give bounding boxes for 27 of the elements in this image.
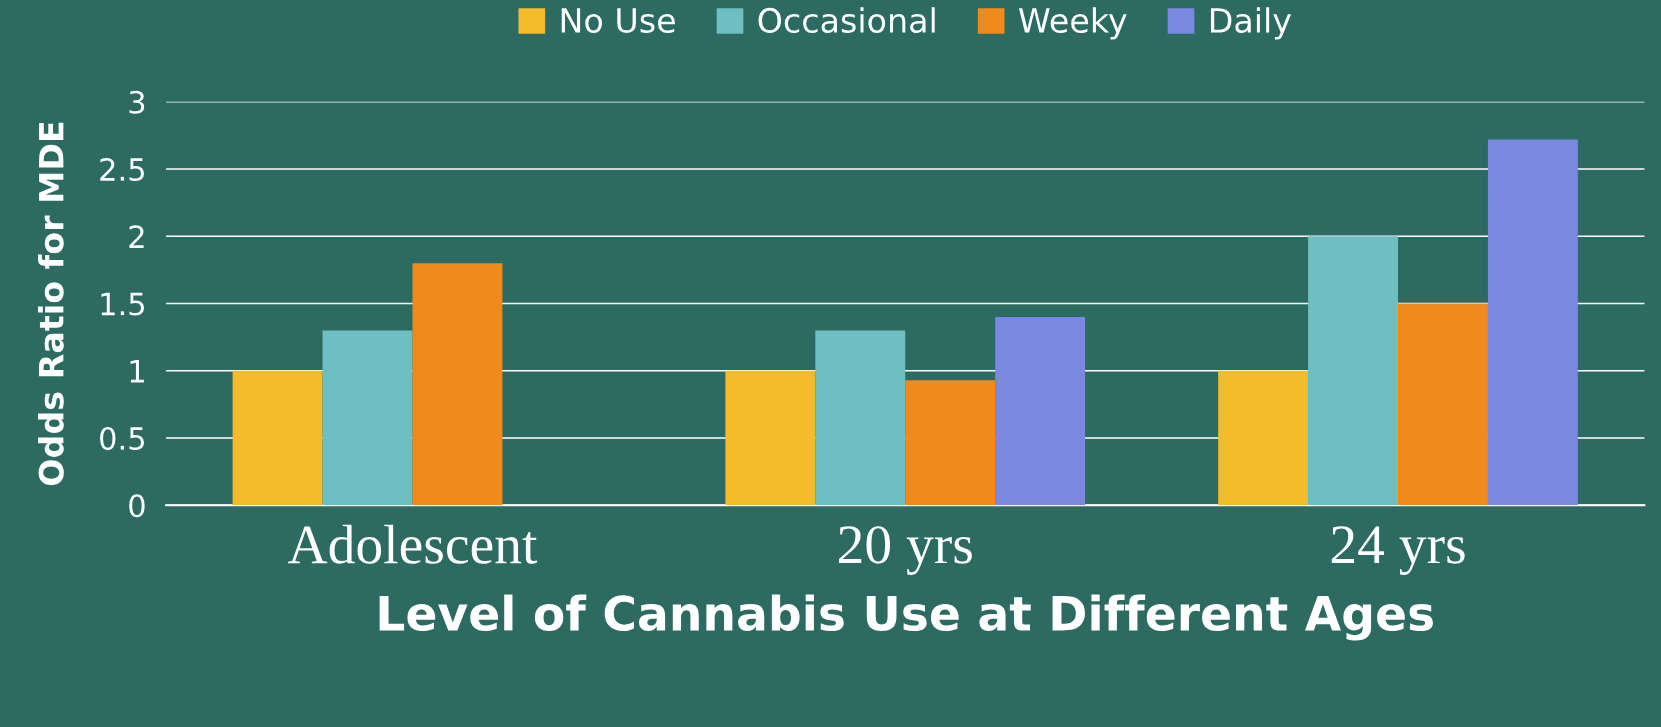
y-tick-label: 1.5 — [101, 292, 144, 316]
legend-label: Weeky — [1018, 7, 1127, 40]
legend-label: Occasional — [758, 7, 935, 34]
legend-label: No Use — [561, 8, 675, 34]
bar — [1487, 139, 1578, 506]
y-tick-label: 0 — [129, 494, 145, 518]
y-tick-label: 1 — [130, 360, 144, 383]
x-tick-label: 24 yrs — [1331, 526, 1465, 576]
legend-label: Daily — [1210, 7, 1292, 40]
bar — [322, 330, 413, 506]
bar — [995, 316, 1086, 506]
bar — [1218, 370, 1309, 506]
x-axis-title: Level of Cannabis Use at Different Ages — [379, 594, 1433, 641]
bar — [412, 263, 503, 506]
bar — [1308, 236, 1399, 506]
bar — [725, 370, 816, 506]
y-tick-label: 2 — [129, 225, 144, 248]
y-axis-title: Odds Ratio for MDE — [38, 122, 64, 486]
bar — [905, 380, 996, 506]
x-tick-label: Adolescent — [288, 524, 538, 564]
y-tick-label: 2.5 — [100, 157, 144, 182]
y-tick-label: 3 — [129, 90, 145, 114]
bar — [815, 330, 906, 506]
bar — [1398, 303, 1488, 506]
y-tick-label: 0.5 — [100, 426, 144, 451]
bar — [232, 370, 323, 506]
x-tick-label: 20 yrs — [839, 526, 972, 576]
